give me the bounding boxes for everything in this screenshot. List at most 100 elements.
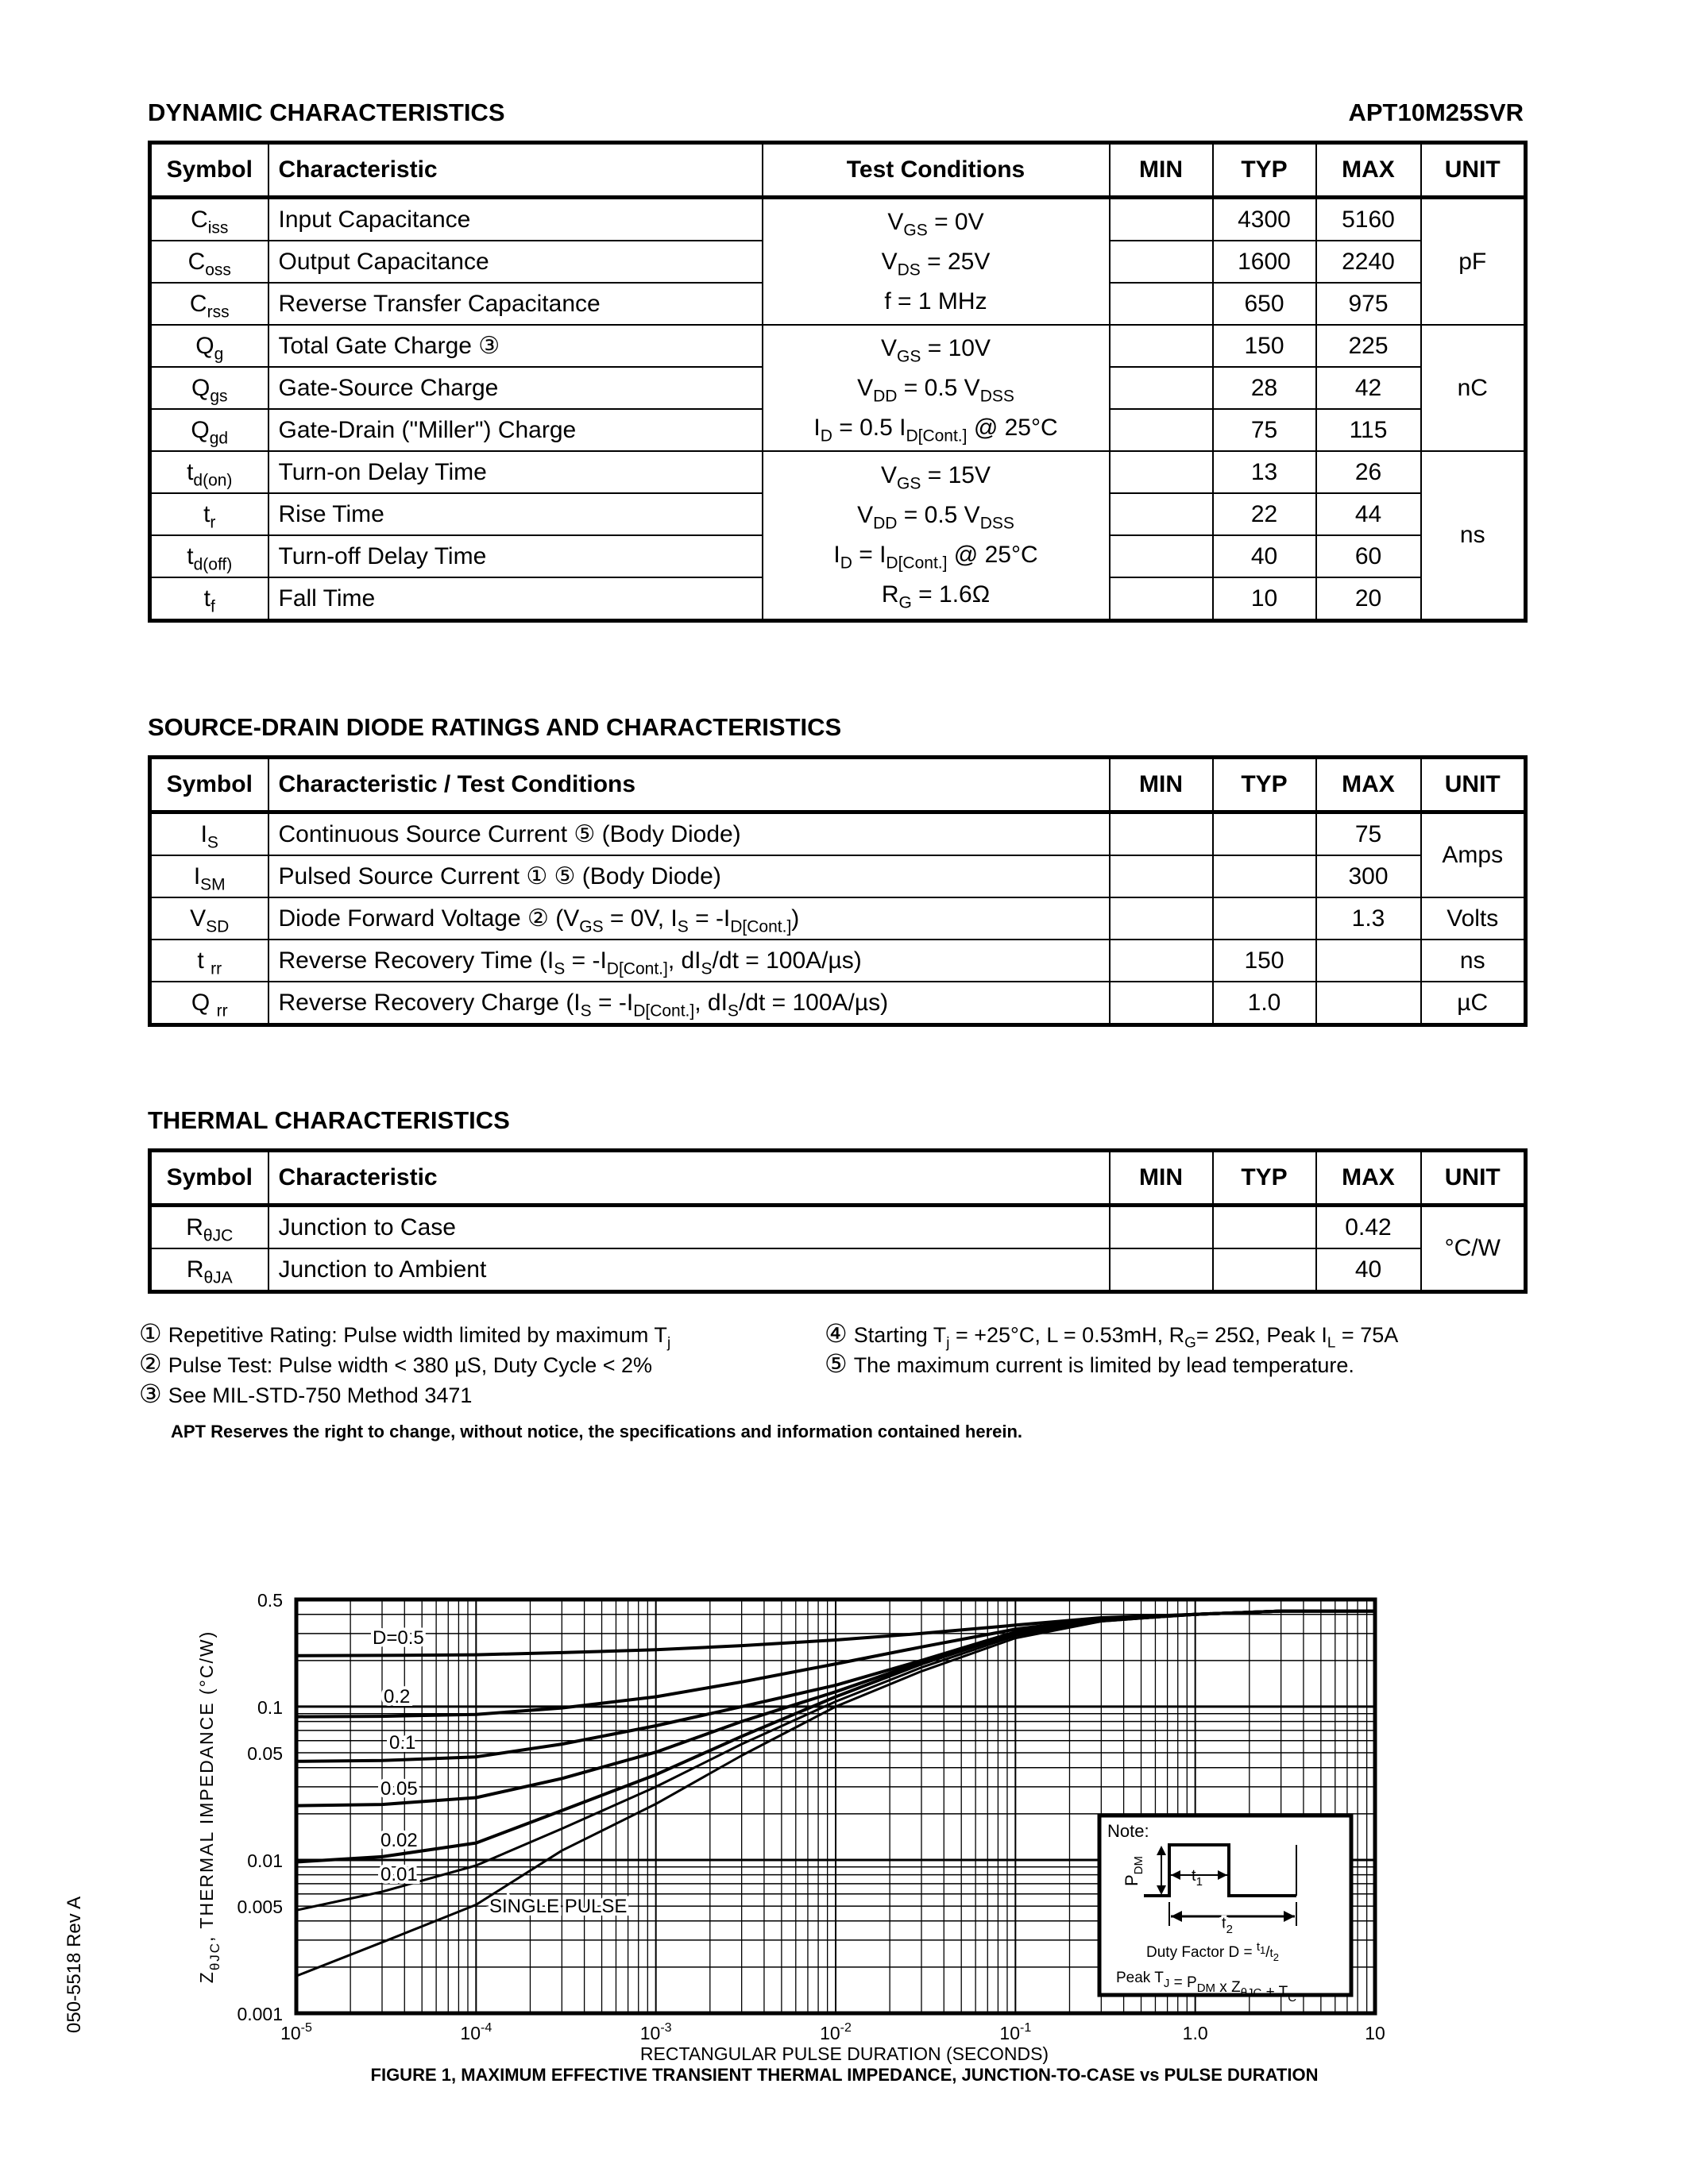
subscript: oss bbox=[205, 260, 231, 279]
table-row: tr Rise Time 22 44 bbox=[149, 492, 1526, 536]
characteristic-cell: Reverse Recovery Charge (IS = -ID[Cont.]… bbox=[267, 981, 1111, 1026]
characteristic-cell: Input Capacitance bbox=[267, 196, 763, 241]
min-cell bbox=[1108, 196, 1214, 241]
typ-cell: 22 bbox=[1211, 492, 1317, 536]
subscript: DS bbox=[897, 260, 921, 279]
min-cell bbox=[1108, 492, 1214, 536]
text-run: = -I bbox=[688, 905, 731, 932]
text-run: Q bbox=[191, 416, 210, 443]
typ-cell: 150 bbox=[1211, 939, 1317, 982]
text-run: See MIL-STD-750 Method 3471 bbox=[168, 1383, 473, 1407]
min-cell bbox=[1108, 534, 1214, 578]
typ-cell: 150 bbox=[1211, 324, 1317, 368]
text-run: The maximum current is limited by lead t… bbox=[853, 1353, 1354, 1377]
symbol-cell: Ciss bbox=[149, 196, 269, 241]
max-cell: 2240 bbox=[1315, 240, 1422, 284]
characteristic-cell: Total Gate Charge ③ bbox=[267, 324, 763, 368]
symbol-cell: Qgs bbox=[149, 366, 269, 410]
note-heading: Note: bbox=[1107, 1821, 1149, 1841]
characteristic-cell: Rise Time bbox=[267, 492, 763, 536]
part-number: APT10M25SVR bbox=[1348, 98, 1524, 126]
min-cell bbox=[1108, 897, 1214, 940]
symbol-cell: Q rr bbox=[149, 981, 269, 1026]
min-cell bbox=[1108, 408, 1214, 452]
header-row: Symbol Characteristic MIN TYP MAX UNIT bbox=[149, 1149, 1527, 1207]
min-cell bbox=[1108, 981, 1214, 1026]
typ-cell: 10 bbox=[1211, 577, 1317, 622]
subscript: g bbox=[214, 344, 224, 363]
table-row: tf Fall Time 10 20 bbox=[149, 577, 1526, 622]
typ-cell: 75 bbox=[1211, 408, 1317, 452]
text-run: = 0.5 V bbox=[897, 374, 980, 401]
table-row: td(off) Turn-off Delay Time 40 60 bbox=[149, 534, 1526, 578]
subscript: S bbox=[207, 832, 218, 851]
subscript: f bbox=[211, 596, 215, 615]
column-header: Symbol bbox=[149, 141, 269, 199]
text-run: = 0.5 I bbox=[832, 414, 906, 441]
subscript: gd bbox=[209, 428, 229, 447]
text-run: Input Capacitance bbox=[278, 206, 471, 233]
subscript: G bbox=[898, 593, 912, 612]
footnote: ② Pulse Test: Pulse width < 380 µS, Duty … bbox=[139, 1349, 652, 1379]
text-run: Reverse Recovery Charge (I bbox=[278, 989, 581, 1016]
symbol-cell: tr bbox=[149, 492, 269, 536]
text-run: Starting T bbox=[853, 1323, 947, 1347]
characteristic-cell: Reverse Recovery Time (IS = -ID[Cont.], … bbox=[267, 939, 1111, 982]
note-box bbox=[1097, 1813, 1354, 1997]
subscript: S bbox=[580, 1001, 592, 1020]
text-run: Pulse Test: Pulse width < 380 µS, Duty C… bbox=[168, 1353, 653, 1377]
y-tick-label: 0.5 bbox=[257, 1590, 283, 1611]
condition-line: VGS = 10V bbox=[773, 329, 1099, 369]
arrow-head bbox=[1171, 1911, 1182, 1922]
min-cell bbox=[1108, 366, 1214, 410]
text-run: t bbox=[187, 542, 194, 569]
test-conditions-cell: VGS = 10V VDD = 0.5 VDSS ID = 0.5 ID[Cont.… bbox=[761, 324, 1111, 452]
y-axis-title: ZθJC, THERMAL IMPEDANCE (°C/W) bbox=[196, 1630, 222, 1983]
text-run: , dI bbox=[667, 947, 701, 974]
subscript: S bbox=[554, 959, 566, 978]
y-tick-label: 0.1 bbox=[257, 1697, 283, 1718]
min-cell bbox=[1108, 450, 1214, 494]
subscript: L bbox=[1327, 1334, 1336, 1352]
unit-cell: Volts bbox=[1420, 897, 1527, 940]
series-label: 0.05 bbox=[380, 1778, 418, 1800]
footnote-mark: ① bbox=[139, 1319, 162, 1348]
table-row: Crss Reverse Transfer Capacitance 650 975 bbox=[149, 282, 1526, 326]
y-tick-label: 0.05 bbox=[247, 1743, 283, 1764]
symbol-cell: tf bbox=[149, 577, 269, 622]
subscript: GS bbox=[897, 474, 921, 493]
series-label: D=0.5 bbox=[373, 1627, 424, 1649]
symbol-cell: Qgd bbox=[149, 408, 269, 452]
symbol-cell: t rr bbox=[149, 939, 269, 982]
text-run: ) bbox=[791, 905, 800, 932]
subscript: d(off) bbox=[193, 554, 233, 573]
text-run: = -I bbox=[591, 989, 634, 1016]
thermal-characteristics-table: Symbol Characteristic MIN TYP MAX UNIT RθJC Jun… bbox=[148, 1148, 1528, 1294]
table-row: IS Continuous Source Current ⑤ (Body Diod… bbox=[149, 811, 1527, 898]
text-run: Repetitive Rating: Pulse width limited b… bbox=[168, 1323, 667, 1347]
subscript: rr bbox=[216, 1001, 228, 1020]
y-tick-label: 0.005 bbox=[237, 1897, 283, 1917]
characteristic-cell: Junction to Case bbox=[267, 1204, 1111, 1249]
peak-tj-formula: Peak TJ = PDM x ZθJC + TC bbox=[1116, 1970, 1296, 2005]
unit-cell: ns bbox=[1420, 450, 1527, 622]
column-header: TYP bbox=[1211, 1149, 1317, 1207]
subscript: θJC bbox=[203, 1225, 234, 1244]
characteristic-cell: Turn-off Delay Time bbox=[267, 534, 763, 578]
text-run: = 0V bbox=[927, 208, 984, 235]
column-header: Characteristic bbox=[267, 141, 763, 199]
text-run: V bbox=[881, 334, 898, 361]
table-row: Ciss Input Capacitance VGS = 0V VDS = 25V f … bbox=[149, 196, 1527, 326]
text-run: = 1.6Ω bbox=[911, 581, 991, 608]
subscript: iss bbox=[207, 218, 229, 237]
disclaimer: APT Reserves the right to change, withou… bbox=[171, 1422, 1023, 1441]
typ-cell bbox=[1211, 897, 1317, 940]
text-run: I bbox=[200, 820, 207, 847]
text-run: Gate-Source Charge bbox=[278, 374, 499, 401]
min-cell bbox=[1108, 939, 1214, 982]
text-run: = 25V bbox=[920, 248, 991, 275]
condition-line: ID = 0.5 ID[Cont.] @ 25°C bbox=[773, 408, 1099, 448]
text-run: Q bbox=[191, 374, 211, 401]
max-cell bbox=[1315, 939, 1422, 982]
min-cell bbox=[1108, 1204, 1214, 1249]
